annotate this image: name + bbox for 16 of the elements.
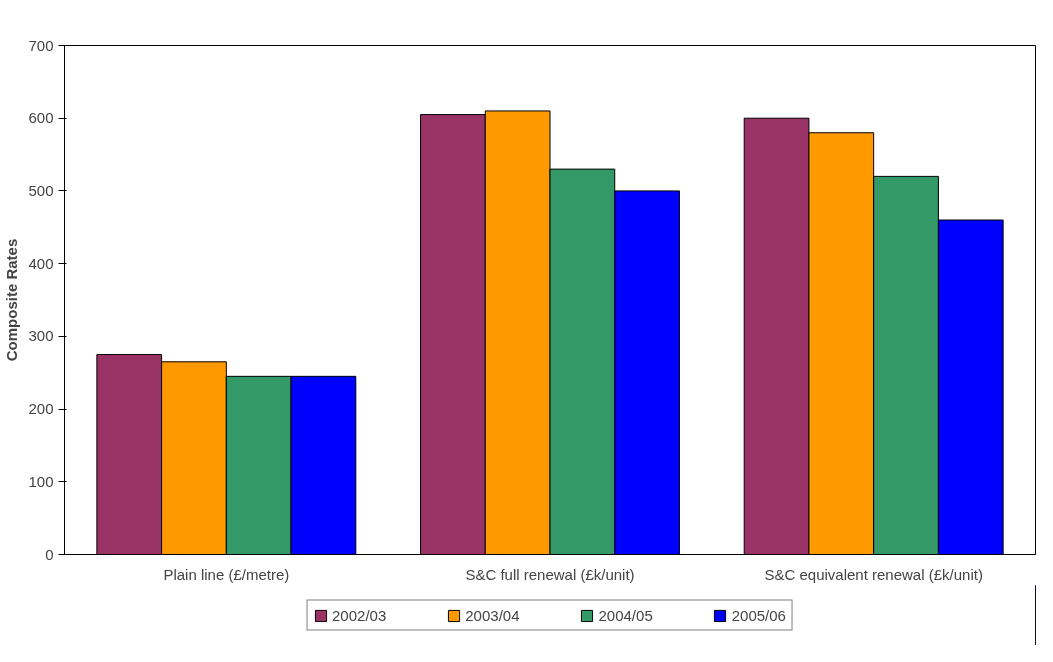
y-tick-label: 500 xyxy=(28,181,54,199)
x-tick-label: S&C full renewal (£k/unit) xyxy=(465,565,635,583)
y-tick-label: 100 xyxy=(28,472,54,490)
y-tick-label: 600 xyxy=(28,109,54,127)
y-tick-label: 200 xyxy=(28,400,54,418)
y-tick-label: 700 xyxy=(28,36,54,54)
y-axis-title: Composite Rates xyxy=(3,238,21,362)
x-tick-label: Plain line (£/metre) xyxy=(163,565,290,583)
x-tick-label: S&C equivalent renewal (£k/unit) xyxy=(764,565,983,583)
legend-label: 2002/03 xyxy=(332,606,387,624)
legend-label: 2005/06 xyxy=(731,606,786,624)
y-tick-label: 0 xyxy=(45,545,54,563)
y-tick-label: 400 xyxy=(28,254,54,272)
legend-label: 2004/05 xyxy=(598,606,653,624)
y-tick-label: 300 xyxy=(28,327,54,345)
legend-label: 2003/04 xyxy=(465,606,520,624)
